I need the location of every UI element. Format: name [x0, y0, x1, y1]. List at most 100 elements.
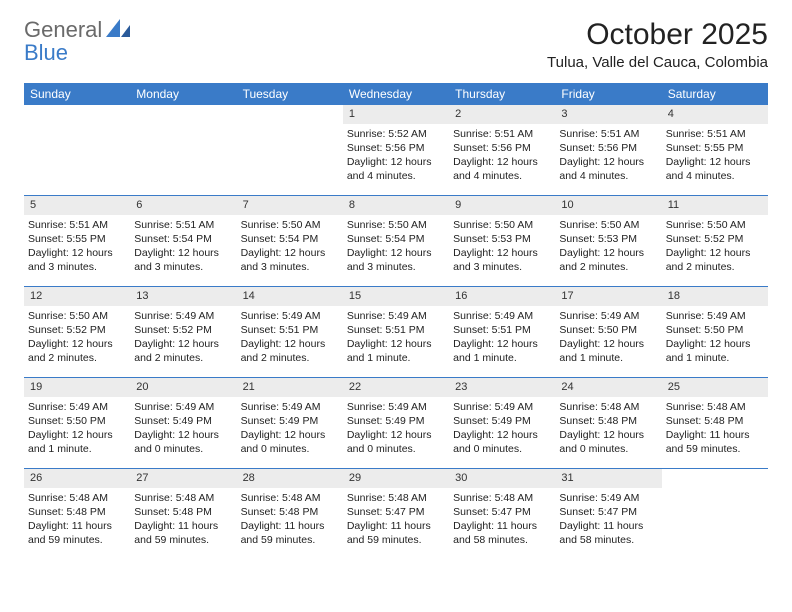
sunrise-text: Sunrise: 5:48 AM	[28, 491, 126, 505]
logo: General Blue	[24, 18, 130, 64]
daylight-text: Daylight: 12 hours and 2 minutes.	[28, 337, 126, 365]
daylight-text: Daylight: 12 hours and 0 minutes.	[453, 428, 551, 456]
daylight-text: Daylight: 12 hours and 0 minutes.	[347, 428, 445, 456]
day-number: 1	[343, 105, 449, 124]
calendar-week-row: 5Sunrise: 5:51 AMSunset: 5:55 PMDaylight…	[24, 195, 768, 286]
calendar-day-empty	[130, 105, 236, 195]
sunrise-text: Sunrise: 5:51 AM	[134, 218, 232, 232]
calendar-day: 12Sunrise: 5:50 AMSunset: 5:52 PMDayligh…	[24, 287, 130, 377]
sunset-text: Sunset: 5:56 PM	[453, 141, 551, 155]
day-number: 6	[130, 196, 236, 215]
daylight-text: Daylight: 12 hours and 3 minutes.	[134, 246, 232, 274]
sunset-text: Sunset: 5:49 PM	[134, 414, 232, 428]
calendar-day: 9Sunrise: 5:50 AMSunset: 5:53 PMDaylight…	[449, 196, 555, 286]
sunrise-text: Sunrise: 5:51 AM	[559, 127, 657, 141]
daylight-text: Daylight: 12 hours and 4 minutes.	[666, 155, 764, 183]
daylight-text: Daylight: 11 hours and 59 minutes.	[134, 519, 232, 547]
calendar-day: 15Sunrise: 5:49 AMSunset: 5:51 PMDayligh…	[343, 287, 449, 377]
sunset-text: Sunset: 5:53 PM	[559, 232, 657, 246]
day-number: 26	[24, 469, 130, 488]
daylight-text: Daylight: 12 hours and 3 minutes.	[28, 246, 126, 274]
calendar-week-row: 26Sunrise: 5:48 AMSunset: 5:48 PMDayligh…	[24, 468, 768, 559]
day-number: 15	[343, 287, 449, 306]
sunset-text: Sunset: 5:48 PM	[134, 505, 232, 519]
sunset-text: Sunset: 5:49 PM	[453, 414, 551, 428]
day-number: 18	[662, 287, 768, 306]
day-number: 14	[237, 287, 343, 306]
daylight-text: Daylight: 12 hours and 1 minute.	[666, 337, 764, 365]
daylight-text: Daylight: 12 hours and 0 minutes.	[241, 428, 339, 456]
daylight-text: Daylight: 11 hours and 59 minutes.	[241, 519, 339, 547]
calendar-day: 28Sunrise: 5:48 AMSunset: 5:48 PMDayligh…	[237, 469, 343, 559]
sunset-text: Sunset: 5:53 PM	[453, 232, 551, 246]
calendar-day: 27 Sunrise: 5:48 AMSunset: 5:48 PMDayligh…	[130, 469, 236, 559]
day-number: 28	[237, 469, 343, 488]
sunrise-text: Sunrise: 5:49 AM	[241, 400, 339, 414]
calendar-day: 25Sunrise: 5:48 AMSunset: 5:48 PMDayligh…	[662, 378, 768, 468]
sunrise-text: Sunrise: 5:51 AM	[28, 218, 126, 232]
day-number: 31	[555, 469, 661, 488]
daylight-text: Daylight: 11 hours and 58 minutes.	[559, 519, 657, 547]
sunrise-text: Sunrise: 5:50 AM	[559, 218, 657, 232]
calendar-day: 30Sunrise: 5:48 AMSunset: 5:47 PMDayligh…	[449, 469, 555, 559]
sunrise-text: Sunrise: 5:48 AM	[453, 491, 551, 505]
sunset-text: Sunset: 5:51 PM	[453, 323, 551, 337]
daylight-text: Daylight: 12 hours and 4 minutes.	[453, 155, 551, 183]
day-number: 25	[662, 378, 768, 397]
daylight-text: Daylight: 12 hours and 2 minutes.	[241, 337, 339, 365]
sunrise-text: Sunrise: 5:48 AM	[134, 491, 232, 505]
calendar-body: 1Sunrise: 5:52 AMSunset: 5:56 PMDaylight…	[24, 105, 768, 559]
sunrise-text: Sunrise: 5:48 AM	[241, 491, 339, 505]
sunset-text: Sunset: 5:54 PM	[347, 232, 445, 246]
calendar-day: 5Sunrise: 5:51 AMSunset: 5:55 PMDaylight…	[24, 196, 130, 286]
daylight-text: Daylight: 11 hours and 59 minutes.	[28, 519, 126, 547]
sunrise-text: Sunrise: 5:49 AM	[28, 400, 126, 414]
calendar-day: 17Sunrise: 5:49 AMSunset: 5:50 PMDayligh…	[555, 287, 661, 377]
calendar-day: 31Sunrise: 5:49 AMSunset: 5:47 PMDayligh…	[555, 469, 661, 559]
sunrise-text: Sunrise: 5:51 AM	[453, 127, 551, 141]
day-number: 30	[449, 469, 555, 488]
logo-text-1: General	[24, 18, 102, 41]
calendar-table: SundayMondayTuesdayWednesdayThursdayFrid…	[24, 83, 768, 559]
calendar-week-row: 19Sunrise: 5:49 AMSunset: 5:50 PMDayligh…	[24, 377, 768, 468]
calendar-day: 7Sunrise: 5:50 AMSunset: 5:54 PMDaylight…	[237, 196, 343, 286]
calendar-page: General Blue October 2025 Tulua, Valle d…	[0, 0, 792, 577]
weekday-header: Tuesday	[237, 83, 343, 105]
daylight-text: Daylight: 12 hours and 2 minutes.	[666, 246, 764, 274]
sunset-text: Sunset: 5:48 PM	[559, 414, 657, 428]
sunset-text: Sunset: 5:54 PM	[241, 232, 339, 246]
daylight-text: Daylight: 12 hours and 1 minute.	[347, 337, 445, 365]
sunrise-text: Sunrise: 5:49 AM	[134, 309, 232, 323]
calendar-day: 11Sunrise: 5:50 AMSunset: 5:52 PMDayligh…	[662, 196, 768, 286]
calendar-day: 20Sunrise: 5:49 AMSunset: 5:49 PMDayligh…	[130, 378, 236, 468]
sunrise-text: Sunrise: 5:48 AM	[347, 491, 445, 505]
calendar-day: 14 Sunrise: 5:49 AMSunset: 5:51 PMDayligh…	[237, 287, 343, 377]
sunset-text: Sunset: 5:51 PM	[241, 323, 339, 337]
sunset-text: Sunset: 5:54 PM	[134, 232, 232, 246]
sunset-text: Sunset: 5:56 PM	[347, 141, 445, 155]
sunset-text: Sunset: 5:50 PM	[666, 323, 764, 337]
daylight-text: Daylight: 12 hours and 4 minutes.	[347, 155, 445, 183]
calendar-day: 26 Sunrise: 5:48 AMSunset: 5:48 PMDayligh…	[24, 469, 130, 559]
sunset-text: Sunset: 5:48 PM	[666, 414, 764, 428]
weekday-header-row: SundayMondayTuesdayWednesdayThursdayFrid…	[24, 83, 768, 105]
sunset-text: Sunset: 5:52 PM	[666, 232, 764, 246]
sunrise-text: Sunrise: 5:48 AM	[666, 400, 764, 414]
sunrise-text: Sunrise: 5:48 AM	[559, 400, 657, 414]
day-number: 3	[555, 105, 661, 124]
sunset-text: Sunset: 5:48 PM	[28, 505, 126, 519]
sunset-text: Sunset: 5:47 PM	[453, 505, 551, 519]
day-number: 24	[555, 378, 661, 397]
day-number: 27	[130, 469, 236, 488]
sunrise-text: Sunrise: 5:49 AM	[559, 309, 657, 323]
sunrise-text: Sunrise: 5:50 AM	[241, 218, 339, 232]
day-number: 19	[24, 378, 130, 397]
sunrise-text: Sunrise: 5:49 AM	[241, 309, 339, 323]
day-number: 7	[237, 196, 343, 215]
day-number: 22	[343, 378, 449, 397]
day-number: 21	[237, 378, 343, 397]
daylight-text: Daylight: 12 hours and 2 minutes.	[134, 337, 232, 365]
calendar-day: 6 Sunrise: 5:51 AMSunset: 5:54 PMDaylight…	[130, 196, 236, 286]
logo-text-2: Blue	[24, 41, 130, 64]
day-number: 20	[130, 378, 236, 397]
